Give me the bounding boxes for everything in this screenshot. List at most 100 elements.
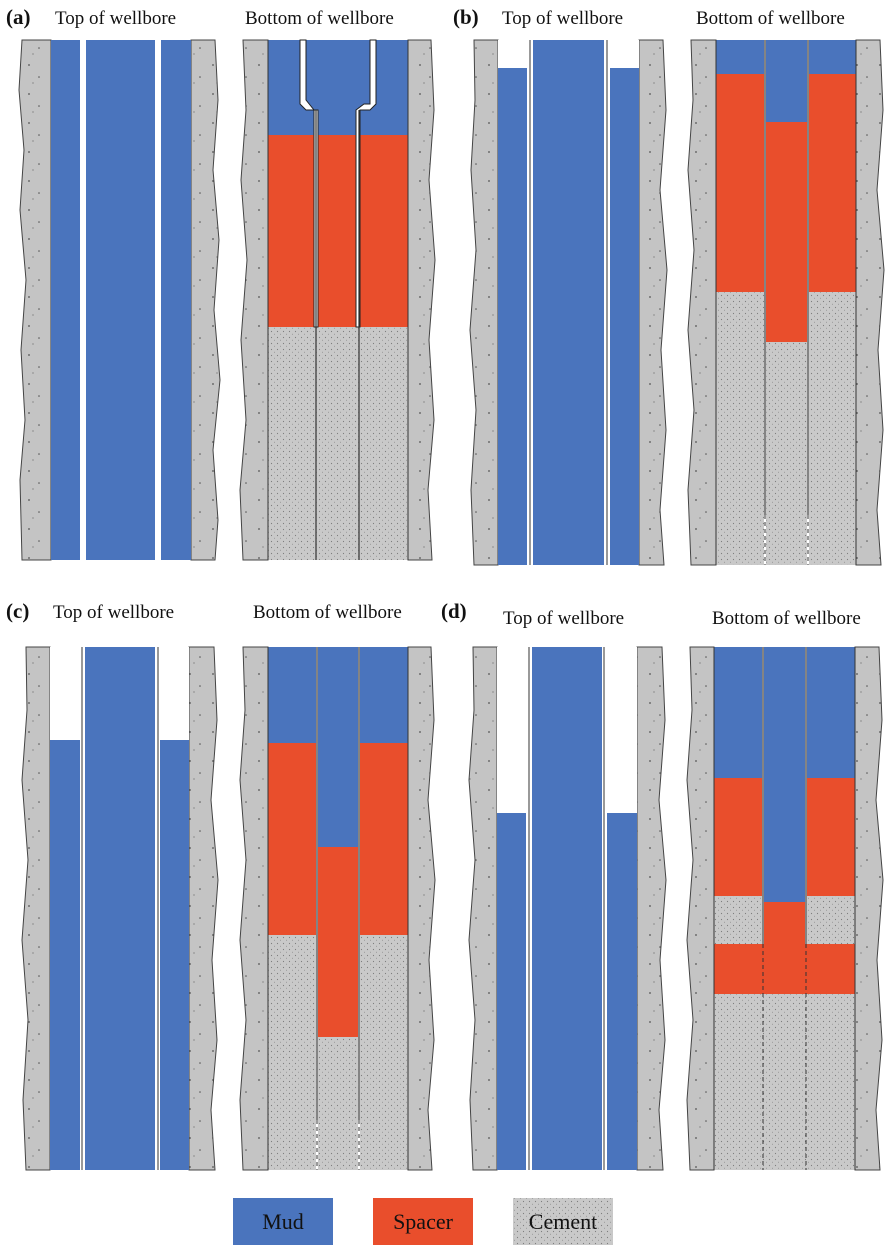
annulus-left-mud bbox=[714, 647, 762, 778]
casing-inner-mud bbox=[86, 40, 155, 560]
panel-d: (d) Top of wellbore Bottom of wellbore bbox=[441, 599, 884, 1171]
formation-left bbox=[18, 39, 52, 561]
annulus-left-spacer bbox=[716, 74, 764, 292]
formation-right bbox=[407, 646, 436, 1171]
annulus-right-spacer bbox=[360, 743, 408, 935]
annulus-left-spacer bbox=[714, 778, 762, 896]
annulus-right-mud bbox=[360, 647, 408, 743]
annulus-left-cement bbox=[716, 292, 764, 565]
casing-inner-mud bbox=[766, 40, 807, 122]
annulus-left-empty bbox=[50, 647, 80, 740]
casing-inner-cement bbox=[766, 342, 807, 565]
annulus-left-empty bbox=[497, 647, 526, 813]
annulus-left-mud bbox=[497, 813, 526, 1170]
formation-right bbox=[407, 39, 436, 561]
casing-inner-mud bbox=[533, 40, 604, 565]
annulus-right-cement bbox=[809, 292, 856, 565]
annulus-left-spacer bbox=[268, 743, 316, 935]
casing-inner-spacer bbox=[318, 847, 358, 1037]
panel-b-top-title: Top of wellbore bbox=[502, 8, 623, 29]
panel-d-bottom-title: Bottom of wellbore bbox=[712, 608, 861, 629]
formation-right bbox=[188, 646, 219, 1171]
annulus-right-mud bbox=[160, 740, 189, 1170]
casing-inner-mud bbox=[318, 647, 358, 847]
mud-zone bbox=[268, 40, 408, 135]
panel-c-bottom-title: Bottom of wellbore bbox=[253, 602, 402, 623]
formation-left bbox=[687, 39, 717, 566]
bottom-cement-zone bbox=[714, 994, 855, 1170]
formation-left bbox=[239, 39, 269, 561]
annulus-right-cement bbox=[807, 896, 855, 944]
formation-left bbox=[468, 646, 498, 1171]
annulus-right-spacer bbox=[807, 778, 855, 896]
annulus-left-mud bbox=[51, 40, 80, 560]
panel-a-top-wellbore bbox=[18, 39, 221, 561]
panel-d-top-title: Top of wellbore bbox=[503, 608, 624, 629]
annulus-right-mud bbox=[161, 40, 191, 560]
spacer-zone bbox=[268, 135, 408, 327]
panel-a-letter: (a) bbox=[6, 5, 31, 29]
annulus-left-mud bbox=[498, 68, 527, 565]
formation-left bbox=[469, 39, 499, 566]
panel-d-top-wellbore bbox=[468, 646, 667, 1171]
annulus-right-mud bbox=[610, 68, 639, 565]
legend-swatch-spacer bbox=[373, 1198, 473, 1245]
cement-zone bbox=[268, 327, 408, 560]
formation-left bbox=[686, 646, 715, 1171]
annulus-left-cement bbox=[714, 896, 762, 944]
panel-b-bottom-wellbore bbox=[687, 39, 885, 566]
formation-right bbox=[638, 39, 668, 566]
casing-inner-spacer bbox=[766, 122, 807, 342]
legend: Mud Spacer Cement bbox=[233, 1198, 613, 1245]
legend-swatch-mud bbox=[233, 1198, 333, 1245]
legend-label-mud: Mud bbox=[262, 1209, 304, 1234]
panel-a-bottom-title: Bottom of wellbore bbox=[245, 8, 394, 29]
casing-inner-mud bbox=[85, 647, 155, 1170]
casing-pipe bbox=[355, 39, 377, 328]
panel-c-bottom-wellbore bbox=[239, 646, 436, 1171]
annulus-left-mud bbox=[50, 740, 80, 1170]
formation-left bbox=[239, 646, 269, 1171]
casing-inner-spacer bbox=[764, 902, 805, 944]
legend-label-spacer: Spacer bbox=[393, 1209, 454, 1234]
bottom-spacer-band bbox=[714, 944, 855, 994]
casing-inner-cement bbox=[318, 1037, 358, 1170]
panel-c: (c) Top of wellbore Bottom of wellbore bbox=[6, 599, 436, 1171]
panel-c-top-wellbore bbox=[21, 646, 219, 1171]
formation-left bbox=[21, 646, 51, 1171]
legend-item-mud: Mud bbox=[233, 1198, 333, 1245]
annulus-right-mud bbox=[607, 813, 637, 1170]
panel-a-top-title: Top of wellbore bbox=[55, 8, 176, 29]
panel-a: (a) Top of wellbore Bottom of wellbore bbox=[6, 5, 436, 561]
legend-swatch-cement bbox=[513, 1198, 613, 1245]
annulus-right-empty bbox=[610, 40, 639, 68]
annulus-right-spacer bbox=[809, 74, 856, 292]
annulus-left-mud bbox=[268, 647, 316, 743]
panel-b-bottom-title: Bottom of wellbore bbox=[696, 8, 845, 29]
legend-item-cement: Cement bbox=[513, 1198, 613, 1245]
annulus-left-empty bbox=[498, 40, 527, 68]
formation-right bbox=[855, 39, 885, 566]
legend-item-spacer: Spacer bbox=[373, 1198, 473, 1245]
annulus-right-empty bbox=[160, 647, 189, 740]
panel-c-letter: (c) bbox=[6, 599, 29, 623]
annulus-left-mud bbox=[716, 40, 764, 74]
casing-inner-mud bbox=[532, 647, 602, 1170]
annulus-right-mud bbox=[807, 647, 855, 778]
panel-b-letter: (b) bbox=[453, 5, 479, 29]
annulus-right-cement bbox=[360, 935, 408, 1170]
panel-d-bottom-wellbore bbox=[686, 646, 884, 1171]
panel-d-letter: (d) bbox=[441, 599, 467, 623]
panel-a-bottom-wellbore bbox=[239, 39, 436, 561]
panel-b: (b) Top of wellbore Bottom of wellbore bbox=[453, 5, 885, 566]
formation-right bbox=[636, 646, 667, 1171]
panel-c-top-title: Top of wellbore bbox=[53, 602, 174, 623]
formation-right bbox=[190, 39, 221, 561]
annulus-left-cement bbox=[268, 935, 316, 1170]
formation-right bbox=[854, 646, 884, 1171]
annulus-right-mud bbox=[809, 40, 856, 74]
annulus-right-empty bbox=[607, 647, 637, 813]
legend-label-cement: Cement bbox=[529, 1209, 597, 1234]
casing-inner-mud bbox=[764, 647, 805, 902]
